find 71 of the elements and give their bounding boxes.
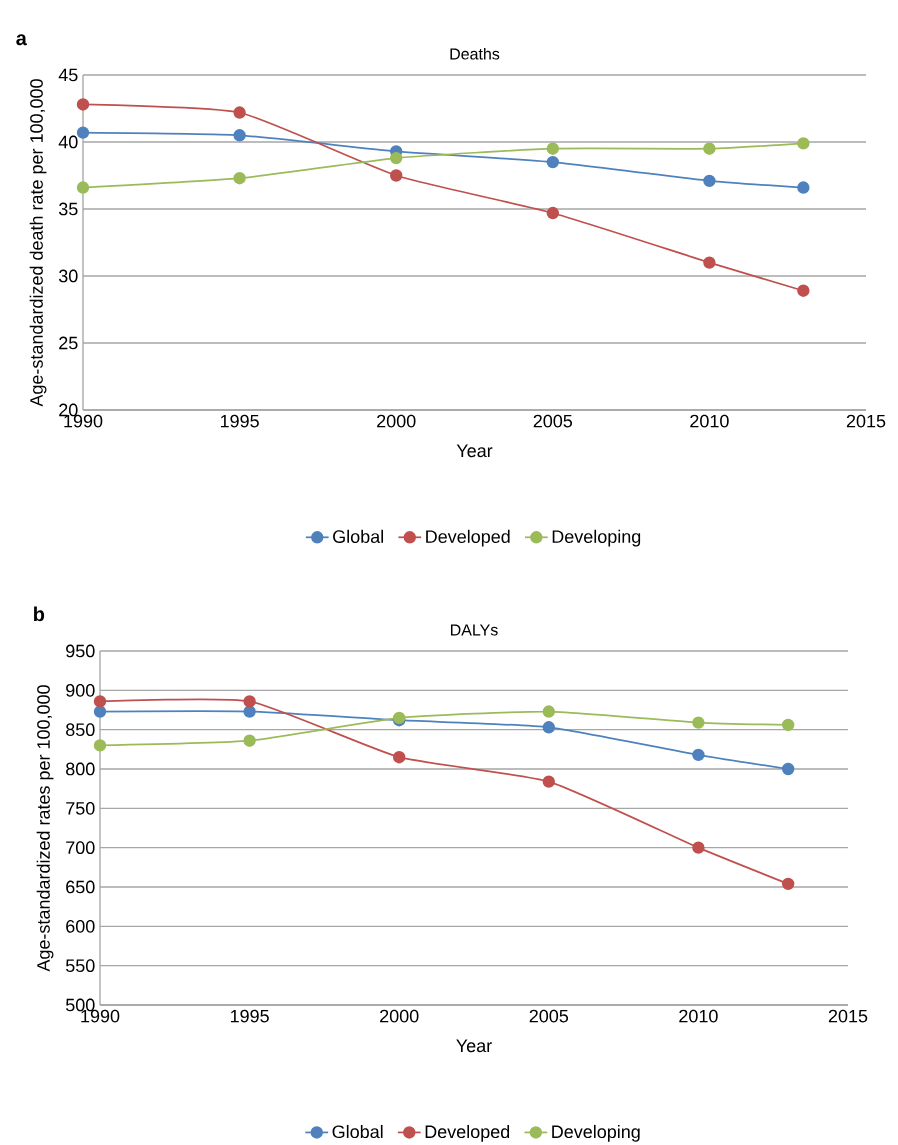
legend-label: Developing (552, 1124, 640, 1142)
point (76, 98, 90, 111)
y-tick-label: 35 (58, 202, 78, 216)
legend-label: Developing (552, 529, 641, 547)
point (542, 705, 555, 718)
point (546, 142, 560, 155)
chart-title: Deaths (450, 47, 500, 60)
point (233, 129, 246, 142)
point (93, 695, 107, 708)
text: b (34, 606, 45, 622)
point (390, 169, 403, 182)
point (797, 284, 810, 297)
point (93, 705, 107, 718)
point (243, 705, 256, 718)
point (781, 877, 795, 891)
point (233, 171, 246, 185)
x-tick-label: 1995 (220, 414, 259, 428)
point (392, 750, 406, 764)
x-tick-label: 2005 (529, 1009, 569, 1023)
point (93, 739, 107, 752)
point (781, 718, 795, 732)
point (233, 106, 246, 119)
point (390, 151, 403, 165)
x-tick-label: 2010 (690, 414, 729, 428)
point (781, 762, 795, 776)
point (797, 137, 810, 150)
y-tick-label: 550 (65, 959, 95, 973)
point (243, 734, 256, 747)
chart-title: DALYs (451, 624, 498, 636)
x-axis-title: Year (456, 1039, 492, 1053)
point (703, 142, 716, 155)
y-axis-title: Age-standardized rates per 100,000 (36, 685, 54, 972)
legend-label: Developed (426, 529, 510, 547)
y-tick-label: 900 (66, 683, 95, 697)
legend-label: Global (332, 1124, 383, 1139)
y-axis-title: Age-standardized death rate per 100,000 (29, 79, 47, 407)
y-tick-label: 800 (66, 762, 95, 776)
x-tick-label: 1995 (230, 1009, 269, 1023)
x-tick-label: 2010 (679, 1009, 718, 1023)
x-tick-label: 2015 (846, 414, 886, 428)
point (546, 206, 560, 220)
y-tick-label: 750 (66, 801, 95, 815)
y-tick-label: 45 (58, 68, 78, 82)
point (76, 126, 90, 139)
y-tick-label: 950 (66, 644, 95, 658)
point (542, 721, 555, 734)
y-tick-label: 30 (58, 269, 78, 283)
x-tick-label: 2000 (377, 414, 416, 428)
y-tick-label: 25 (59, 336, 78, 350)
legend-label: Global (333, 529, 383, 543)
point (546, 155, 560, 169)
y-tick-label: 700 (66, 841, 95, 855)
legend-label: Developed (425, 1124, 510, 1142)
x-tick-label: 2005 (533, 414, 573, 428)
y-tick-label: 600 (66, 919, 95, 933)
point (703, 174, 716, 188)
point (692, 748, 705, 762)
point (692, 841, 705, 854)
x-axis-title: Year (456, 444, 493, 458)
point (703, 256, 716, 269)
y-tick-label: 850 (66, 723, 95, 737)
point (76, 181, 90, 194)
y-tick-label: 40 (58, 135, 78, 149)
x-tick-label: 2015 (828, 1009, 868, 1023)
y-tick-label: 650 (66, 880, 95, 894)
point (692, 716, 705, 729)
point (542, 775, 555, 788)
point (797, 181, 810, 194)
point (243, 695, 256, 708)
text: a (16, 34, 27, 46)
x-tick-label: 2000 (380, 1009, 419, 1023)
